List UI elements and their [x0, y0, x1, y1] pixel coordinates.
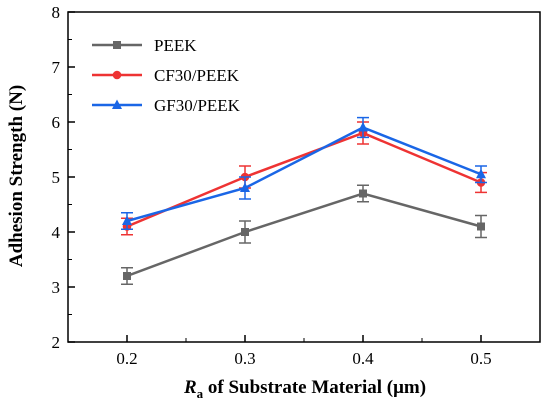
x-tick-label: 0.4 [352, 349, 374, 368]
x-axis-title-subscript: a [197, 386, 204, 401]
data-point [476, 168, 486, 179]
data-point [477, 222, 485, 231]
series-peek [121, 184, 487, 285]
data-point [358, 122, 368, 132]
data-point [359, 189, 367, 198]
x-axis-title-italic: R [183, 377, 197, 398]
legend-item: PEEK [92, 36, 197, 55]
legend-label: PEEK [154, 36, 197, 55]
plot-area: 2 3 4 5 6 7 8 0.2 0.3 0.4 0.5 [52, 3, 541, 368]
x-axis-title-rest: of Substrate Material (μm) [203, 377, 426, 398]
y-tick-label: 6 [52, 113, 61, 132]
x-tick-label: 0.3 [234, 349, 255, 368]
legend: PEEK CF30/PEEK GF30/PEEK [92, 36, 241, 115]
legend-item: CF30/PEEK [92, 66, 240, 85]
data-point [122, 215, 132, 225]
legend-marker [113, 41, 121, 49]
y-tick-label: 7 [52, 58, 61, 77]
y-tick-label: 2 [52, 333, 61, 352]
series-gf30-peek [121, 116, 487, 230]
y-tick-label: 5 [52, 168, 61, 187]
data-point [240, 182, 250, 192]
x-tick-label: 0.2 [116, 349, 137, 368]
legend-item: GF30/PEEK [92, 96, 241, 115]
x-tick-label: 0.5 [470, 349, 491, 368]
y-tick-label: 4 [52, 223, 61, 242]
data-point [241, 228, 249, 236]
y-axis-title: Adhesion Strength (N) [6, 85, 27, 267]
legend-marker [112, 70, 122, 80]
y-tick-label: 8 [52, 3, 61, 22]
legend-label: CF30/PEEK [154, 66, 240, 85]
series-line [126, 131, 482, 228]
legend-label: GF30/PEEK [154, 96, 241, 115]
data-point [123, 272, 131, 280]
legend-marker [112, 99, 122, 109]
series-line [126, 126, 482, 223]
series-cf30-peek [121, 121, 487, 236]
y-tick-label: 3 [52, 278, 61, 297]
series-line [126, 192, 482, 278]
x-axis-title: Ra of Substrate Material (μm) [183, 377, 426, 401]
